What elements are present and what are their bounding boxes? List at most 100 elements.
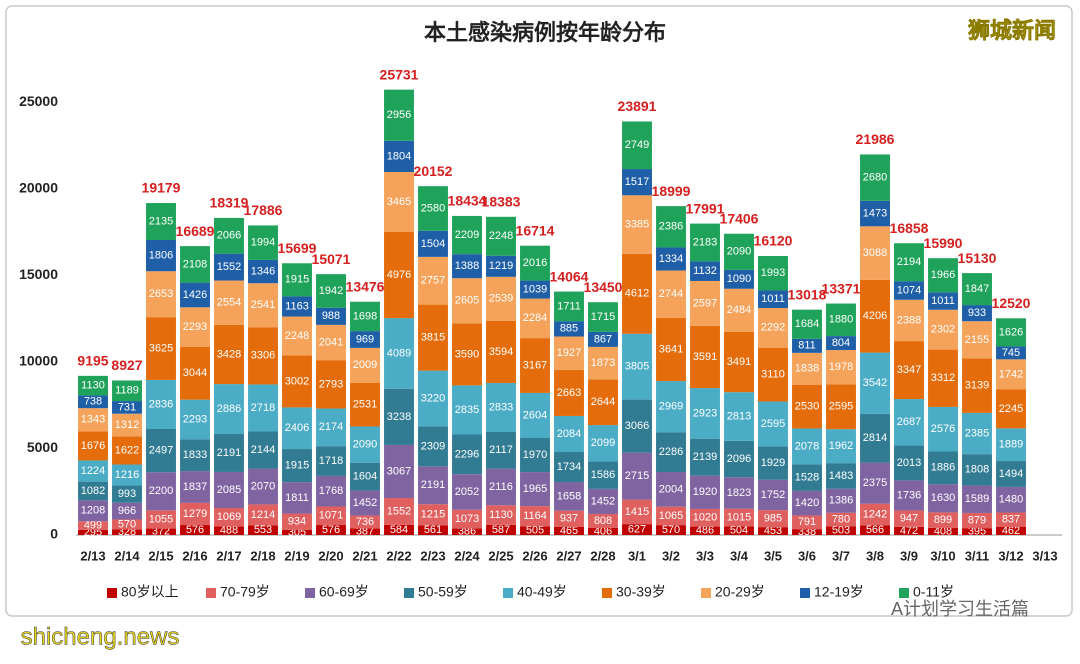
segment-label: 2070 bbox=[251, 480, 275, 492]
bar-segment bbox=[282, 355, 312, 408]
segment-label: 1658 bbox=[557, 490, 581, 502]
x-tick-label: 3/8 bbox=[866, 548, 884, 563]
watermark: shicheng.news bbox=[21, 623, 180, 650]
bar-segment bbox=[996, 486, 1026, 513]
segment-label: 2016 bbox=[523, 257, 547, 269]
segment-label: 1838 bbox=[795, 363, 819, 375]
segment-label: 937 bbox=[560, 513, 578, 525]
segment-label: 934 bbox=[288, 516, 306, 528]
segment-label: 738 bbox=[84, 396, 102, 408]
segment-label: 1011 bbox=[761, 293, 785, 305]
segment-label: 1622 bbox=[115, 444, 139, 456]
segment-label: 2597 bbox=[693, 297, 717, 309]
segment-label: 1927 bbox=[557, 347, 581, 359]
total-label: 13476 bbox=[346, 278, 385, 294]
legend-swatch bbox=[701, 588, 711, 598]
segment-label: 3815 bbox=[421, 332, 445, 344]
segment-label: 837 bbox=[1002, 514, 1020, 526]
bar-segment bbox=[350, 347, 380, 383]
segment-label: 3066 bbox=[625, 420, 649, 432]
bar-segment bbox=[146, 472, 176, 511]
segment-label: 879 bbox=[968, 514, 986, 526]
segment-label: 2013 bbox=[897, 457, 921, 469]
total-label: 21986 bbox=[856, 131, 895, 147]
x-tick-label: 2/13 bbox=[80, 548, 105, 563]
total-label: 13018 bbox=[788, 286, 827, 302]
bar-segment bbox=[894, 299, 924, 342]
bar-segment bbox=[180, 525, 210, 535]
segment-label: 2653 bbox=[149, 288, 173, 300]
segment-label: 2663 bbox=[557, 387, 581, 399]
bar-segment bbox=[656, 247, 686, 271]
bar-segment bbox=[962, 358, 992, 413]
bar-segment bbox=[248, 259, 278, 284]
segment-label: 1734 bbox=[557, 461, 581, 473]
bar-segment bbox=[112, 436, 142, 465]
segment-label: 3347 bbox=[897, 364, 921, 376]
bar-segment bbox=[112, 485, 142, 503]
segment-label: 2191 bbox=[421, 479, 445, 491]
legend-label: 30-39岁 bbox=[616, 584, 666, 600]
segment-label: 1015 bbox=[727, 511, 751, 523]
bar-segment bbox=[180, 439, 210, 472]
bar-segment bbox=[350, 382, 380, 427]
x-tick-label: 2/23 bbox=[420, 548, 445, 563]
segment-label: 1224 bbox=[81, 465, 105, 477]
bar-segment bbox=[486, 276, 516, 321]
segment-label: 1073 bbox=[455, 513, 479, 525]
bar-segment bbox=[248, 225, 278, 260]
bar-segment bbox=[758, 510, 788, 528]
bar-segment bbox=[588, 425, 618, 462]
bar-segment bbox=[180, 307, 210, 347]
bar-segment bbox=[894, 526, 924, 535]
legend-label: 70-79岁 bbox=[220, 584, 270, 600]
bar-segment bbox=[996, 428, 1026, 462]
total-label: 16120 bbox=[754, 233, 793, 249]
segment-label: 780 bbox=[832, 513, 850, 525]
total-label: 17406 bbox=[720, 210, 759, 226]
segment-label: 4206 bbox=[863, 310, 887, 322]
segment-label: 2969 bbox=[659, 401, 683, 413]
segment-label: 2813 bbox=[727, 410, 751, 422]
bar-segment bbox=[860, 462, 890, 504]
segment-label: 2078 bbox=[795, 440, 819, 452]
segment-label: 1215 bbox=[421, 509, 445, 521]
segment-label: 1833 bbox=[183, 449, 207, 461]
bar-segment bbox=[554, 510, 584, 527]
bar-segment bbox=[588, 302, 618, 332]
bar-segment bbox=[452, 278, 482, 324]
segment-label: 2687 bbox=[897, 416, 921, 428]
bar-segment bbox=[316, 446, 346, 476]
bar-segment bbox=[418, 504, 448, 526]
segment-label: 985 bbox=[764, 513, 782, 525]
segment-label: 1388 bbox=[455, 260, 479, 272]
bar-segment bbox=[792, 464, 822, 491]
segment-label: 2956 bbox=[387, 109, 411, 121]
segment-label: 584 bbox=[390, 524, 408, 536]
bar-segment bbox=[622, 499, 652, 525]
bar-segment bbox=[112, 502, 142, 520]
bar-segment bbox=[418, 466, 448, 505]
segment-label: 2174 bbox=[319, 421, 343, 433]
bar-segment bbox=[384, 388, 414, 445]
bar-segment bbox=[860, 525, 890, 535]
bar-segment bbox=[520, 526, 550, 535]
bar-segment bbox=[656, 432, 686, 473]
bar-segment bbox=[554, 526, 584, 535]
bar-segment bbox=[282, 482, 312, 514]
bar-segment bbox=[622, 524, 652, 535]
segment-label: 1189 bbox=[115, 385, 139, 397]
bar-segment bbox=[520, 338, 550, 393]
bar-segment bbox=[690, 508, 720, 527]
bar-segment bbox=[656, 206, 686, 248]
bar-segment bbox=[78, 529, 108, 535]
segment-label: 1586 bbox=[591, 469, 615, 481]
total-label: 18999 bbox=[652, 183, 691, 199]
bar-segment bbox=[486, 382, 516, 433]
bar-segment bbox=[146, 271, 176, 318]
segment-label: 3067 bbox=[387, 465, 411, 477]
bar-segment bbox=[214, 253, 244, 281]
bar-segment bbox=[690, 261, 720, 281]
segment-label: 570 bbox=[662, 524, 680, 536]
